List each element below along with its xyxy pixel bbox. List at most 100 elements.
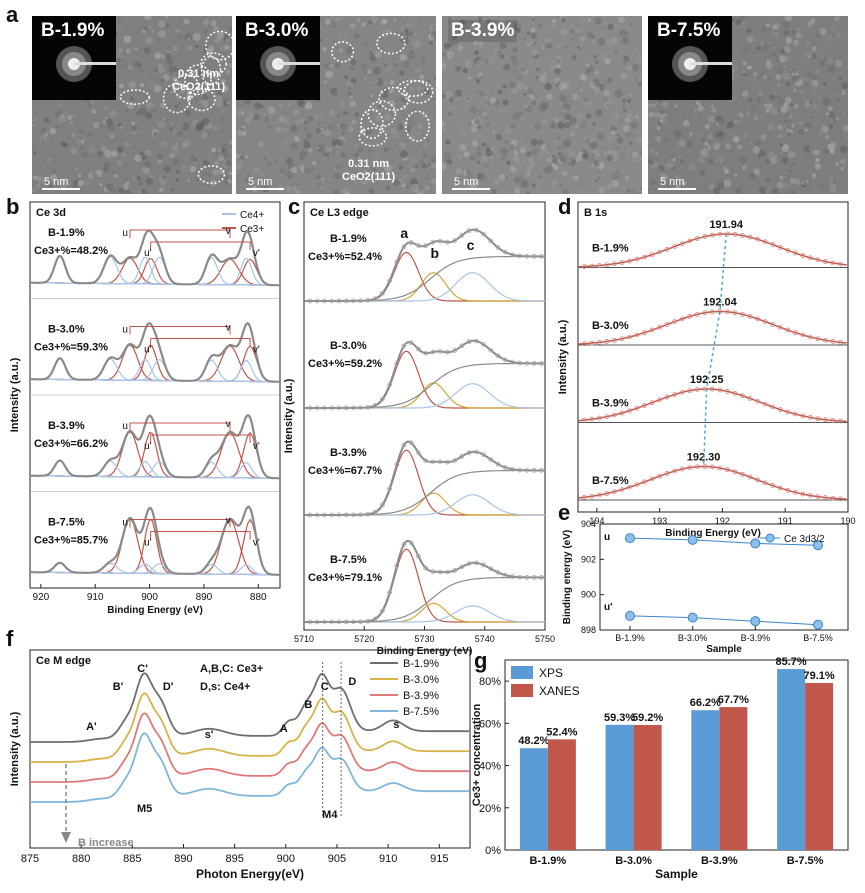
nanoparticle-outline (360, 108, 384, 140)
texture-dot (318, 123, 321, 126)
texture-dot (361, 22, 366, 27)
texture-dot (832, 40, 839, 46)
texture-dot (100, 144, 104, 148)
texture-dot (62, 142, 68, 148)
data-point (596, 263, 602, 268)
texture-dot (544, 144, 551, 151)
texture-dot (459, 19, 466, 26)
texture-dot (489, 97, 497, 104)
texture-dot (594, 161, 600, 167)
texture-dot (509, 165, 515, 171)
texture-dot (91, 172, 98, 179)
texture-dot (501, 155, 507, 161)
texture-dot (618, 155, 626, 164)
texture-dot (516, 22, 523, 29)
texture-dot (301, 169, 305, 173)
texture-dot (174, 104, 179, 109)
tem-label: B-3.0% (242, 20, 312, 42)
texture-dot (402, 187, 407, 192)
peak-label: D (348, 676, 356, 688)
texture-dot (639, 66, 642, 69)
data-point (488, 347, 494, 353)
series-label: u (604, 532, 610, 543)
texture-dot (400, 26, 405, 31)
y-tick-label: 40% (479, 761, 501, 773)
texture-dot (150, 106, 157, 113)
texture-dot (629, 85, 633, 90)
texture-dot (404, 190, 408, 194)
texture-dot (476, 147, 482, 152)
texture-dot (517, 111, 523, 117)
x-tick-label: B-1.9% (530, 855, 567, 867)
texture-dot (400, 150, 408, 159)
texture-dot (118, 25, 124, 30)
texture-dot (757, 73, 763, 79)
texture-dot (174, 32, 182, 40)
data-point (329, 298, 335, 304)
texture-dot (33, 151, 37, 155)
texture-dot (329, 63, 334, 69)
data-point (830, 495, 836, 501)
texture-dot (500, 147, 508, 156)
texture-dot (37, 163, 42, 168)
texture-dot (583, 145, 590, 152)
texture-dot (187, 38, 191, 41)
data-point (488, 566, 494, 572)
texture-dot (704, 141, 709, 146)
texture-dot (694, 121, 699, 125)
data-point (732, 469, 738, 475)
data-point (430, 349, 436, 355)
data-point (642, 254, 647, 260)
texture-dot (51, 168, 57, 174)
texture-dot (178, 79, 184, 84)
nanoparticle-outline (403, 80, 434, 104)
texture-dot (174, 111, 177, 114)
texture-dot (558, 145, 562, 150)
texture-dot (295, 120, 300, 125)
texture-dot (425, 177, 429, 181)
texture-dot (686, 140, 694, 148)
peak-label-v: v (226, 419, 231, 430)
data-point (430, 239, 436, 245)
data-point (466, 228, 472, 234)
ce4-component (30, 462, 281, 479)
texture-dot (569, 151, 576, 159)
texture-dot (122, 153, 125, 157)
beam-stop (278, 62, 320, 65)
tem-image-b19: B-1.9% 0.31 nm CeO2(111) 5 nm (32, 16, 232, 194)
ce3-fraction-label: Ce3+%=79.1% (308, 572, 382, 584)
data-point (702, 310, 708, 316)
texture-dot (680, 159, 684, 163)
texture-dot (771, 24, 777, 30)
texture-dot (741, 21, 746, 26)
texture-dot (453, 182, 458, 187)
texture-dot (142, 30, 146, 34)
texture-dot (833, 181, 837, 184)
texture-dot (494, 179, 500, 185)
texture-dot (782, 99, 786, 103)
data-point (785, 327, 791, 333)
texture-dot (779, 127, 784, 132)
texture-dot (354, 152, 360, 158)
texture-dot (424, 185, 430, 191)
series-point (687, 534, 698, 545)
data-point (365, 511, 371, 517)
texture-dot (321, 157, 326, 161)
scale-text: 5 nm (248, 176, 273, 188)
texture-dot (491, 188, 498, 194)
texture-dot (183, 18, 190, 25)
texture-dot (170, 90, 173, 94)
texture-dot (133, 89, 139, 95)
texture-dot (125, 180, 130, 185)
texture-dot (283, 119, 289, 125)
texture-dot (595, 155, 600, 160)
texture-dot (370, 94, 374, 97)
texture-dot (800, 90, 804, 94)
series-point (813, 540, 823, 551)
data-point (664, 322, 670, 327)
peak-label-u-prime: u' (144, 248, 152, 259)
texture-dot (792, 74, 800, 83)
texture-dot (742, 61, 747, 66)
texture-dot (786, 106, 791, 112)
texture-dot (168, 152, 176, 159)
